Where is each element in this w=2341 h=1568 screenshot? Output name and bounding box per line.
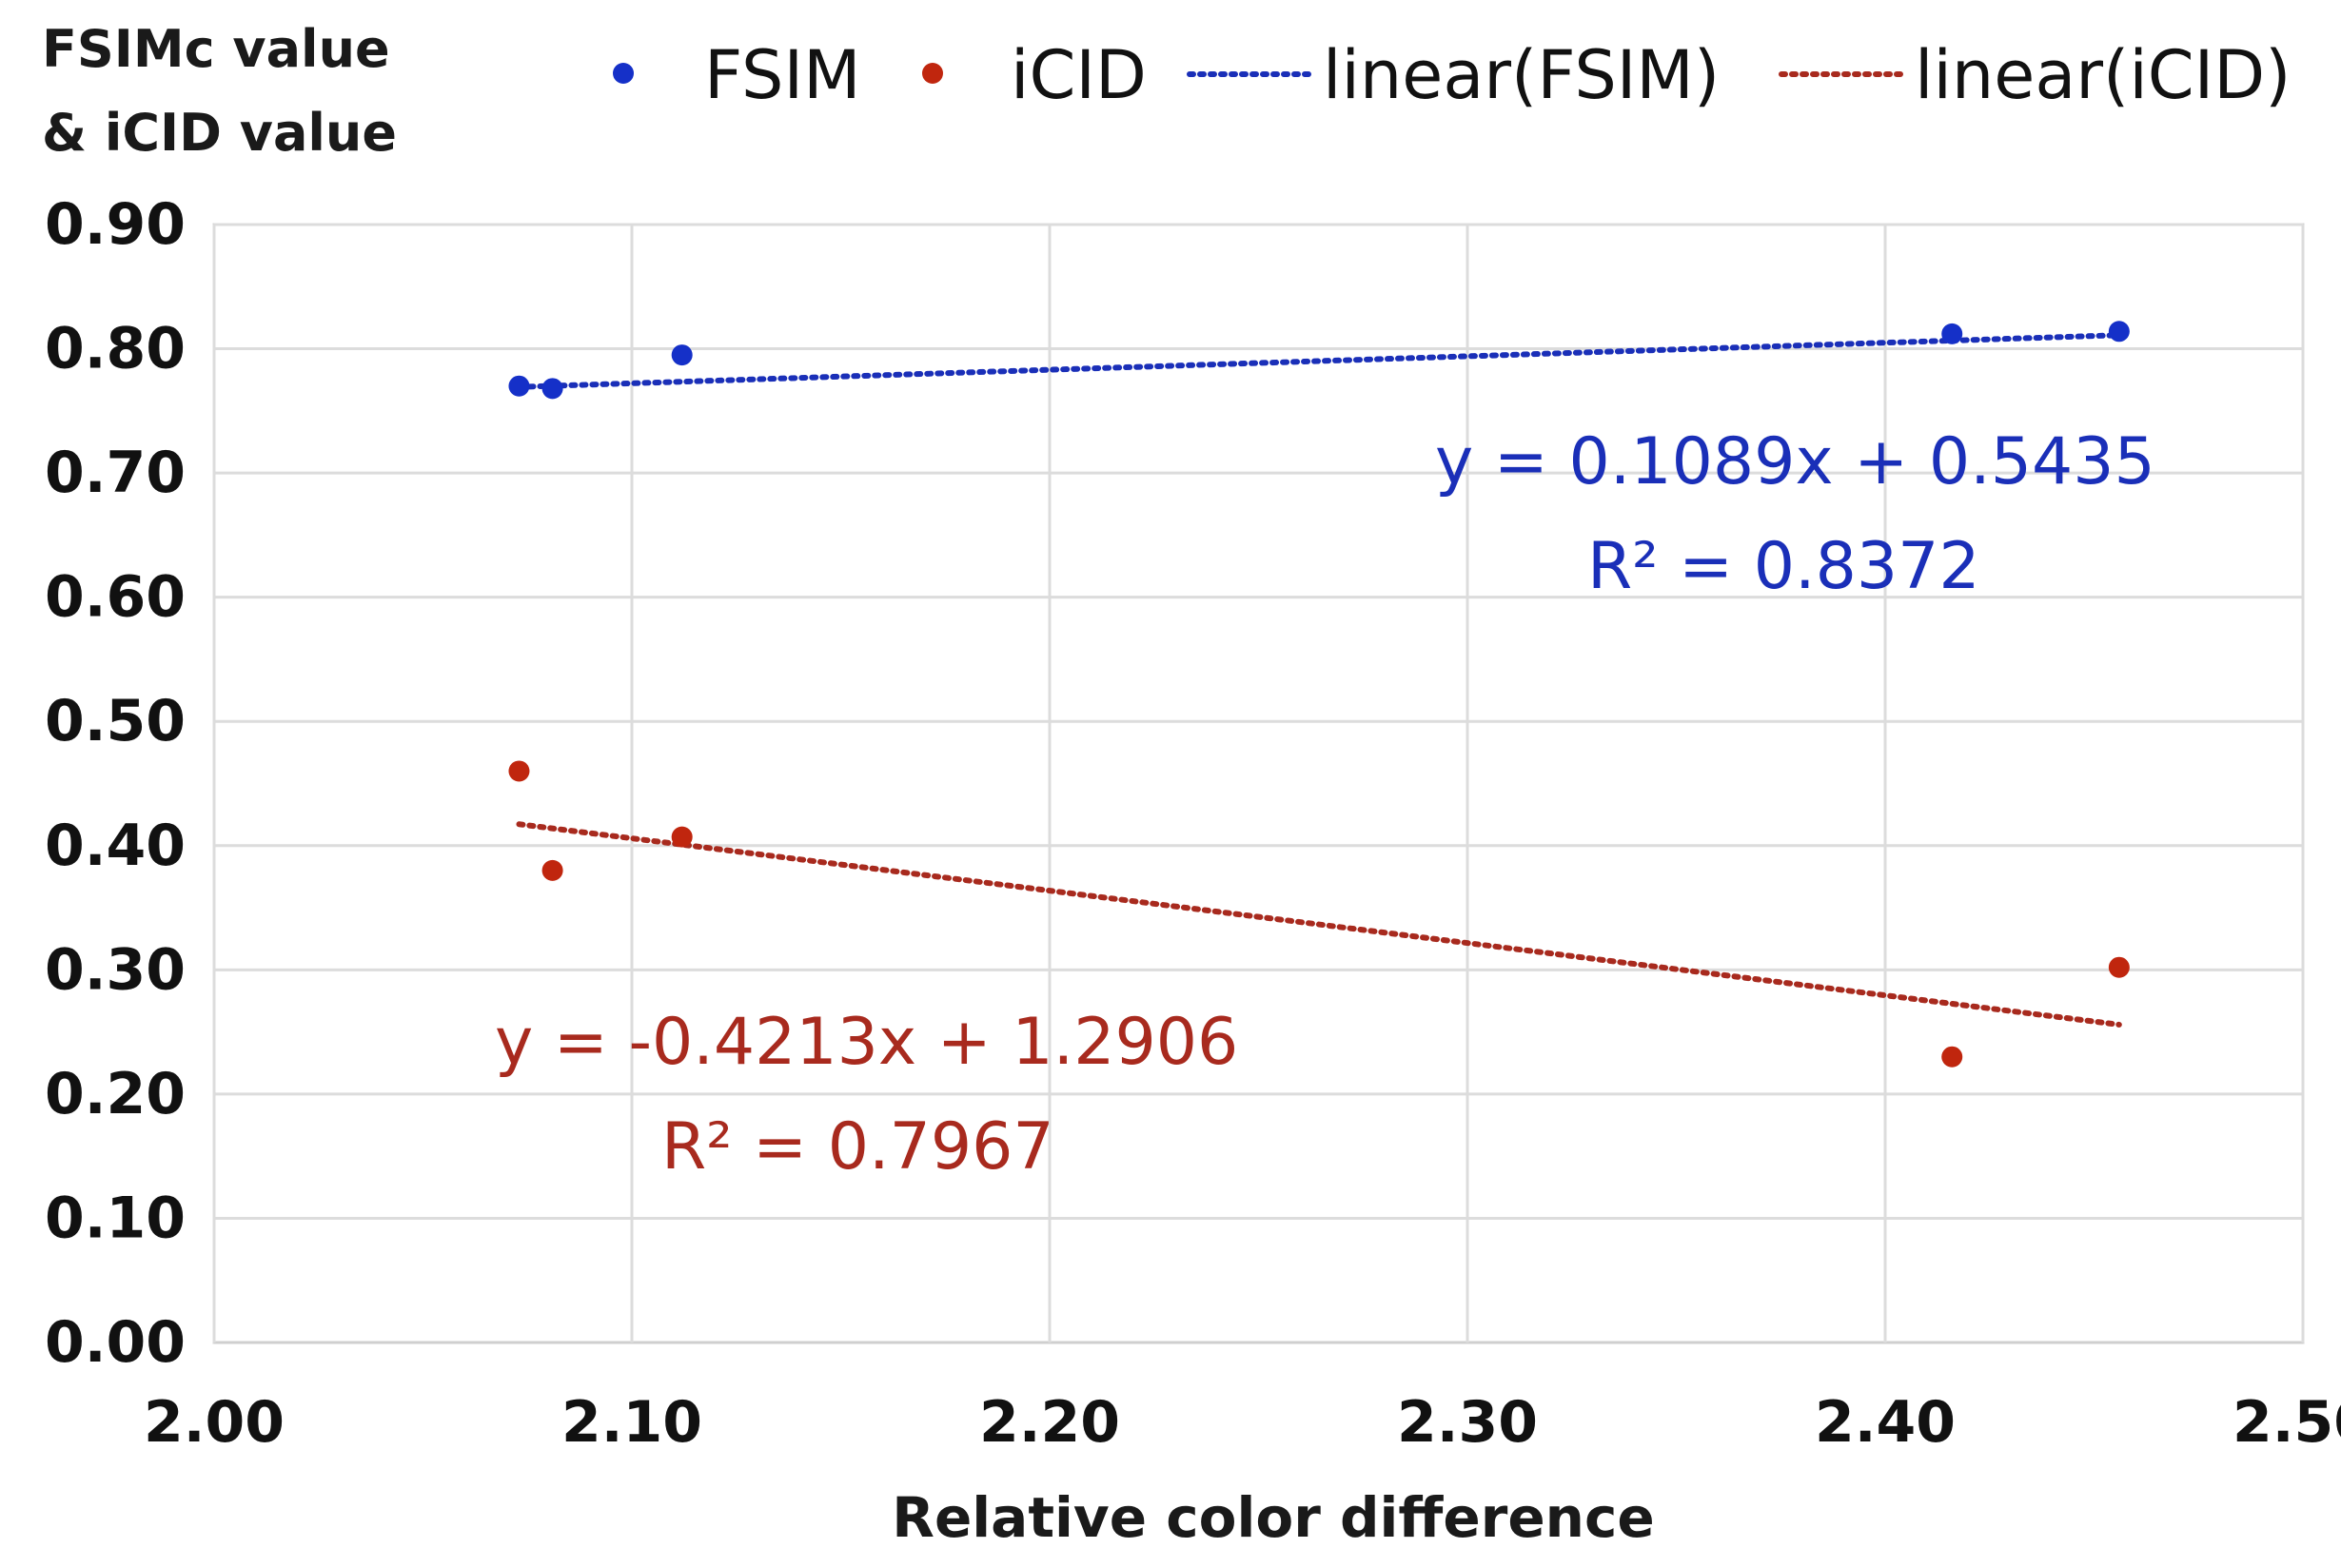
x-tick-label: 2.50 [2233,1389,2341,1456]
y-tick-label: 0.60 [45,564,186,631]
legend-linear-icid-label: linear(iCID) [1915,36,2292,114]
x-tick-label: 2.20 [979,1389,1120,1456]
x-tick-label: 2.30 [1397,1389,1538,1456]
y-tick-label: 0.10 [45,1185,186,1251]
y-tick-label: 0.80 [45,316,186,382]
y-axis-label-line2: & iCID value [42,103,397,163]
x-axis-label: Relative color difference [892,1485,1654,1550]
data-points [508,321,2130,1068]
y-tick-label: 0.40 [45,813,186,879]
legend-fsim-label: FSIM [704,36,861,114]
data-point-icid [2108,956,2130,978]
fsim-r2: R² = 0.8372 [1587,529,1980,604]
trendlines [516,332,2122,1028]
legend-icid-label: iCID [1011,36,1147,114]
fsim-equation: y = 0.1089x + 0.5435 [1435,424,2155,500]
data-point-fsim [1941,323,1963,344]
y-tick-labels: 0.00 0.10 0.20 0.30 0.40 0.50 0.60 0.70 0.80 0.90 [45,191,186,1376]
y-tick-label: 0.50 [45,688,186,755]
y-axis-label-line1: FSIMc value [42,19,390,79]
x-tick-label: 2.10 [561,1389,702,1456]
data-point-icid [671,826,693,848]
x-tick-label: 2.00 [144,1389,285,1456]
data-point-fsim [2108,321,2130,343]
data-point-fsim [671,344,693,366]
y-tick-label: 0.30 [45,936,186,1003]
legend-icid-marker [922,63,943,84]
legend-fsim-marker [613,63,634,84]
y-tick-label: 0.00 [45,1309,186,1376]
x-tick-labels: 2.00 2.10 2.20 2.30 2.40 2.50 [144,1389,2341,1456]
gridlines [212,223,2305,1344]
y-tick-label: 0.20 [45,1061,186,1127]
legend: FSIM iCID linear(FSIM) linear(iCID) [613,36,2292,114]
data-point-icid [508,760,530,782]
y-tick-label: 0.70 [45,440,186,506]
icid-r2: R² = 0.7967 [661,1109,1054,1185]
data-point-icid [1941,1046,1963,1068]
trendline-icid [516,821,2122,1028]
data-point-fsim [508,375,530,397]
y-tick-label: 0.90 [45,191,186,258]
data-point-icid [541,859,563,881]
data-point-fsim [541,378,563,400]
trendline-fsim [516,332,2122,390]
legend-linear-fsim-label: linear(FSIM) [1323,36,1720,114]
x-tick-label: 2.40 [1815,1389,1956,1456]
icid-equation: y = -0.4213x + 1.2906 [495,1005,1238,1080]
